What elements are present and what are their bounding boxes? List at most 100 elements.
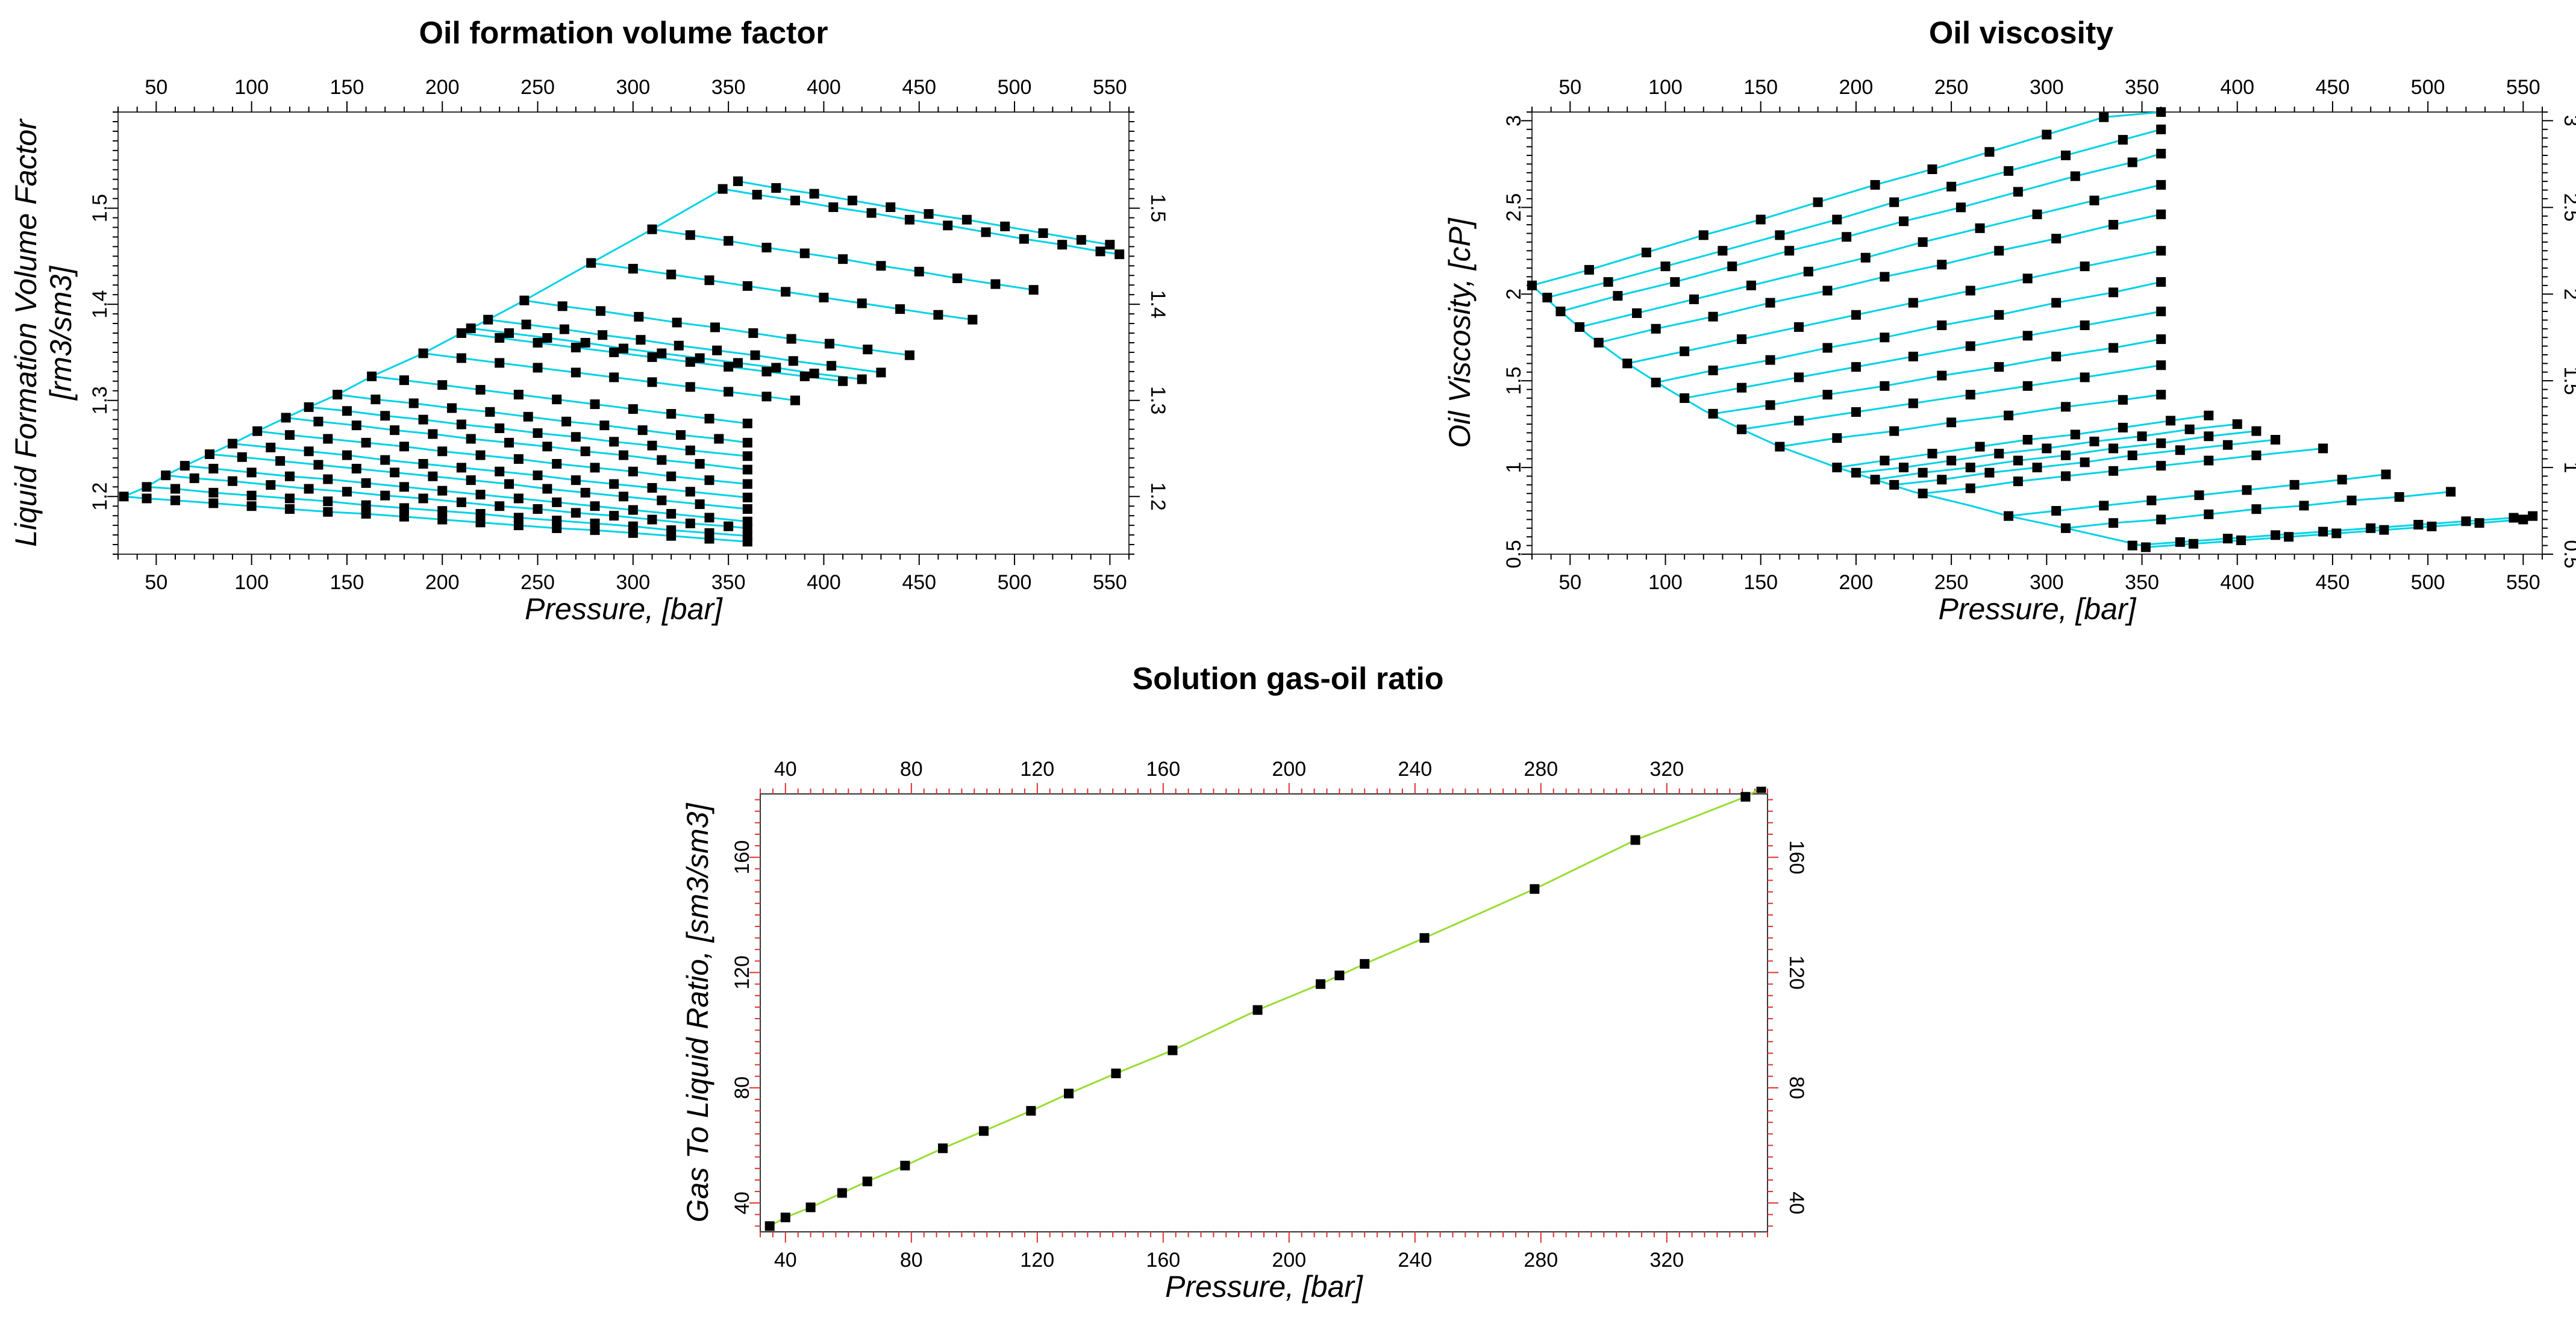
data-point <box>2446 487 2456 497</box>
data-point <box>2271 435 2281 445</box>
x-top-tick-label: 550 <box>2506 76 2540 99</box>
x-top-tick-label: 150 <box>330 76 364 99</box>
y-tick-label: 0.5 <box>1502 540 1525 568</box>
data-point <box>2284 532 2294 542</box>
x-tick-label: 400 <box>807 571 841 594</box>
data-point <box>571 508 581 518</box>
x-top-tick-label: 100 <box>234 76 269 99</box>
data-point <box>284 504 295 514</box>
data-point <box>1680 393 1690 403</box>
data-point <box>418 414 428 425</box>
data-point <box>1784 246 1795 256</box>
data-point <box>609 437 619 447</box>
data-point <box>724 361 734 372</box>
data-point <box>1822 390 1833 400</box>
data-point <box>781 287 791 297</box>
data-point <box>1870 475 1880 485</box>
data-point <box>495 466 505 476</box>
data-point <box>552 459 562 469</box>
data-point <box>559 324 569 334</box>
data-point <box>904 214 914 225</box>
data-point <box>952 273 963 284</box>
data-point <box>1946 455 1957 466</box>
data-point <box>342 450 352 460</box>
data-point <box>1851 467 1861 478</box>
data-point <box>504 328 514 338</box>
data-point <box>838 376 848 386</box>
y2-tick-label: 2 <box>2560 289 2576 300</box>
data-point <box>142 482 152 492</box>
data-point <box>2060 450 2071 460</box>
data-point <box>968 314 978 325</box>
data-point <box>647 482 657 493</box>
data-point <box>788 356 798 366</box>
data-point <box>323 496 333 507</box>
data-point <box>2474 518 2484 528</box>
x-tick-label: 450 <box>2316 571 2350 594</box>
data-point <box>2337 475 2347 485</box>
data-point <box>361 478 371 488</box>
data-point <box>657 495 667 505</box>
data-point <box>1114 249 1125 260</box>
data-point <box>2222 440 2233 450</box>
data-point <box>399 503 409 513</box>
series-line <box>1780 393 2162 448</box>
data-point <box>252 426 263 436</box>
y2-tick-label: 80 <box>1785 1076 1808 1099</box>
data-point <box>647 224 657 234</box>
plot-area <box>119 176 1125 547</box>
data-point <box>437 380 448 390</box>
y-tick-label: 40 <box>731 1191 754 1214</box>
data-point <box>513 454 524 464</box>
data-point <box>2109 518 2119 528</box>
data-point <box>761 392 772 402</box>
data-point <box>857 298 867 308</box>
series-line <box>1560 152 2162 313</box>
data-point <box>437 446 448 457</box>
data-point <box>361 500 371 510</box>
data-point <box>742 479 752 489</box>
x-top-tick-label: 500 <box>2411 76 2445 99</box>
data-point <box>1965 483 1975 493</box>
data-point <box>1680 346 1690 357</box>
data-point <box>513 390 524 400</box>
data-point <box>1038 228 1048 239</box>
data-point <box>533 428 543 438</box>
plot-frame <box>760 793 1768 1232</box>
data-point <box>666 508 677 519</box>
x-top-tick-label: 350 <box>2125 76 2159 99</box>
data-point <box>1111 1068 1121 1078</box>
data-point <box>504 479 514 489</box>
y-axis-title: Gas To Liquid Ratio, [sm3/sm3] <box>681 803 714 1223</box>
data-point <box>2051 351 2062 361</box>
data-point <box>246 501 257 511</box>
data-point <box>1651 378 1661 388</box>
data-point <box>533 470 543 481</box>
data-point <box>313 416 324 426</box>
y-tick-label: 1 <box>1502 462 1525 473</box>
data-point <box>1994 449 2004 459</box>
data-point <box>1793 372 1804 383</box>
data-point <box>418 459 428 469</box>
data-point <box>590 399 600 410</box>
data-point <box>208 487 219 498</box>
data-point <box>418 493 428 504</box>
x-tick-label: 500 <box>998 571 1032 594</box>
data-point <box>380 411 390 421</box>
x-tick-label: 550 <box>1093 571 1127 594</box>
data-point <box>284 493 295 504</box>
data-point <box>619 343 628 354</box>
data-point <box>2194 490 2204 501</box>
data-point <box>1965 390 1975 400</box>
data-point <box>609 479 619 489</box>
x-axis-title: Pressure, [bar] <box>525 592 723 626</box>
data-point <box>619 450 628 460</box>
data-point <box>495 423 505 433</box>
data-point <box>399 375 409 386</box>
data-point <box>2251 450 2262 460</box>
data-point <box>246 490 257 501</box>
data-point <box>1984 147 1995 157</box>
data-point <box>637 425 648 436</box>
data-point <box>1632 308 1642 318</box>
data-point <box>1937 320 1947 331</box>
